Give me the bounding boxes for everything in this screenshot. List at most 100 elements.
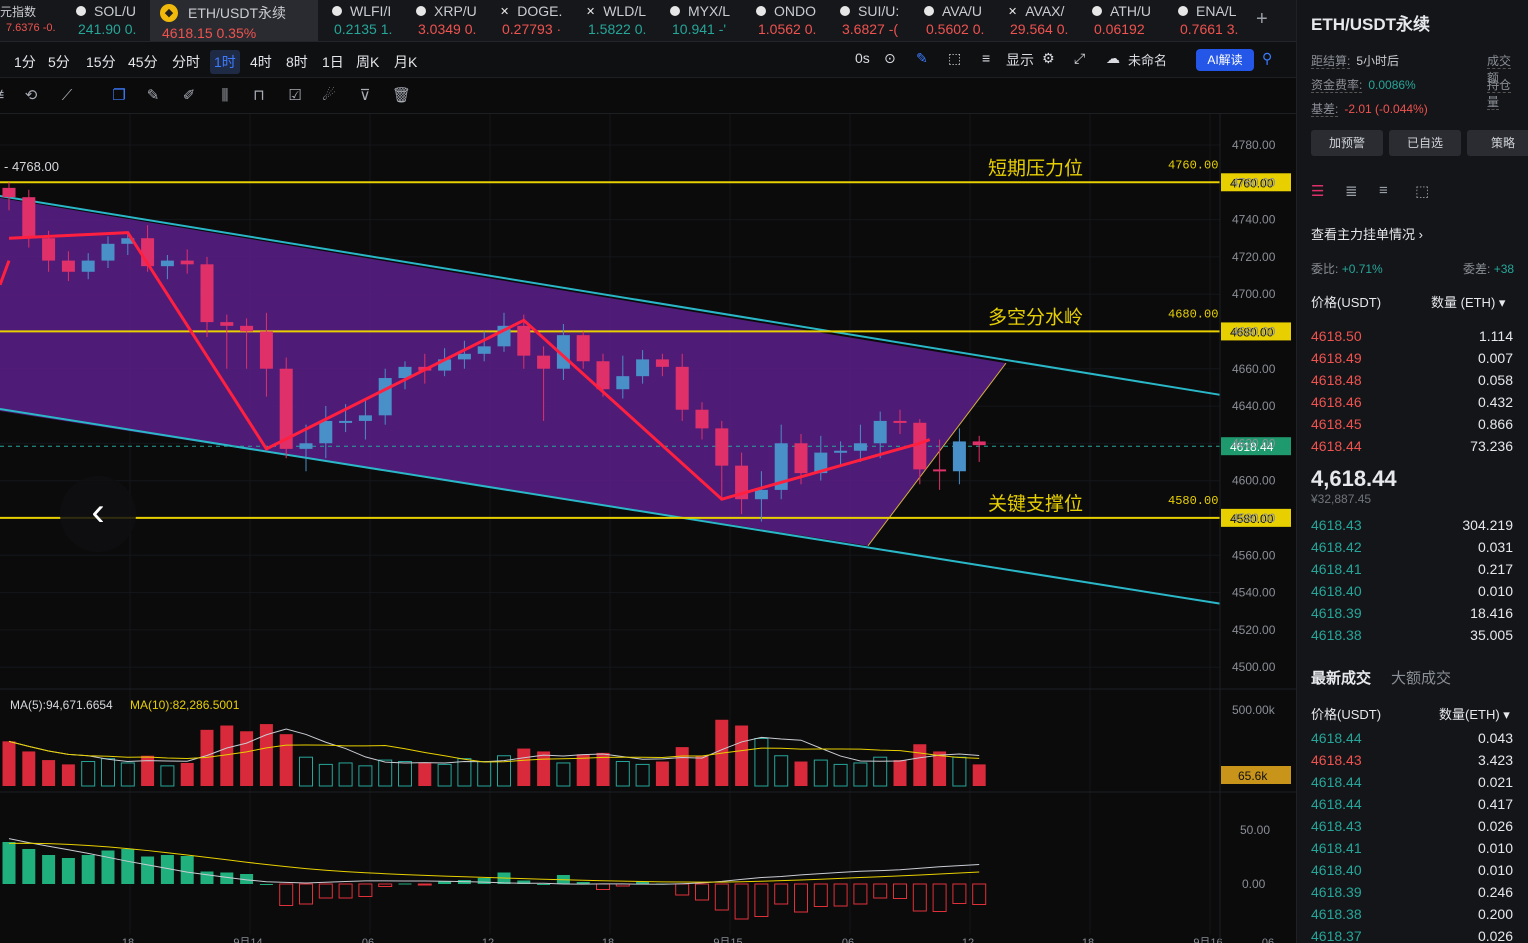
- col-qty-header[interactable]: 数量 (ETH) ▾: [1431, 295, 1506, 310]
- pattern-icon[interactable]: ≢: [0, 87, 11, 104]
- row-price: 4618.43: [1311, 517, 1362, 533]
- funding-label: 资金费率:: [1311, 78, 1363, 93]
- settings-icon[interactable]: ⚙: [1042, 50, 1055, 66]
- timeframe-10[interactable]: 月K: [394, 54, 418, 70]
- book-asks-icon[interactable]: ≡: [1379, 182, 1388, 199]
- candle-body: [952, 441, 966, 472]
- timeframe-8[interactable]: 1日: [322, 54, 344, 70]
- ticker-item[interactable]: SUI/U: 3.6827 -(: [830, 0, 910, 41]
- chart-canvas[interactable]: 短期压力位 4760.00 4760.00 多空分水岭 4680.00 4680.00 关键…: [0, 114, 1296, 943]
- ask-row[interactable]: 4618.50 1.114: [1311, 325, 1521, 347]
- ticker-item[interactable]: SOL/U 241.90 0.: [66, 0, 146, 41]
- trade-row[interactable]: 4618.40 0.010: [1311, 859, 1521, 881]
- ruler-icon[interactable]: ✎: [146, 87, 160, 104]
- ticker-item[interactable]: XRP/U 3.0349 0.: [406, 0, 486, 41]
- price-tick: 4620.00: [1232, 436, 1276, 450]
- trade-qty-header[interactable]: 数量(ETH) ▾: [1439, 707, 1510, 722]
- ask-row[interactable]: 4618.49 0.007: [1311, 347, 1521, 369]
- template-icon[interactable]: ☑: [288, 87, 302, 104]
- ticker-price: 7.6376 -0.: [6, 22, 56, 34]
- ticker-item[interactable]: ENA/L 0.7661 3.: [1168, 0, 1252, 41]
- ask-row[interactable]: 4618.44 73.236: [1311, 435, 1521, 457]
- layout-name[interactable]: 未命名: [1128, 53, 1168, 68]
- ticker-item[interactable]: ONDO 1.0562 0.: [746, 0, 826, 41]
- lock-icon[interactable]: ⊓: [253, 87, 265, 104]
- ticker-item[interactable]: ATH/U 0.06192: [1082, 0, 1164, 41]
- bid-row[interactable]: 4618.42 0.031: [1311, 536, 1521, 558]
- magnet-icon[interactable]: ⟲: [24, 87, 38, 104]
- trade-row[interactable]: 4618.43 0.026: [1311, 815, 1521, 837]
- timeframe-5[interactable]: 1时: [210, 50, 240, 74]
- bid-row[interactable]: 4618.41 0.217: [1311, 558, 1521, 580]
- trade-row[interactable]: 4618.38 0.200: [1311, 903, 1521, 925]
- trash-icon[interactable]: 🗑: [392, 87, 412, 104]
- ticker-price: 241.90 0.: [78, 21, 137, 37]
- alert-button[interactable]: 加预警: [1311, 130, 1383, 156]
- main-orders-link[interactable]: 查看主力挂单情况 ›: [1311, 227, 1423, 242]
- diff-label: 委差:: [1463, 262, 1491, 276]
- ticker-item[interactable]: AVA/U 0.5602 0.: [914, 0, 994, 41]
- timeframe-2[interactable]: 15分: [86, 54, 116, 70]
- indicator-icon[interactable]: ⫼: [221, 87, 229, 104]
- share-icon[interactable]: ⚲: [1262, 50, 1273, 66]
- trend-tool-icon[interactable]: ⟋: [61, 87, 73, 104]
- kline-chart[interactable]: 短期压力位 4760.00 4760.00 多空分水岭 4680.00 4680.00 关键…: [0, 114, 1462, 943]
- filter-icon[interactable]: ⊽: [359, 87, 371, 104]
- ai-button[interactable]: AI解读: [1196, 49, 1254, 71]
- macd-bar: [952, 883, 967, 904]
- ticker-item[interactable]: ✕ AVAX/29.564 0.: [998, 0, 1078, 41]
- ticker-item[interactable]: MYX/L 10.941 -': [660, 0, 742, 41]
- bid-row[interactable]: 4618.39 18.416: [1311, 602, 1521, 624]
- trade-row[interactable]: 4618.37 0.026: [1311, 925, 1521, 943]
- trade-row[interactable]: 4618.43 3.423: [1311, 749, 1521, 771]
- camera-icon[interactable]: ⊙: [884, 50, 896, 66]
- copy-icon[interactable]: ❐: [112, 87, 126, 104]
- timeframe-1[interactable]: 5分: [48, 54, 70, 70]
- magic-icon[interactable]: ☄: [322, 87, 336, 104]
- ticker-item[interactable]: ✕ DOGE. 0.27793 ·: [490, 0, 572, 41]
- book-depth-icon[interactable]: ⬚: [1415, 183, 1430, 200]
- pencil-icon[interactable]: ✎: [916, 50, 928, 66]
- close-icon[interactable]: ✕: [586, 5, 596, 18]
- tab-latest-trades[interactable]: 最新成交: [1311, 670, 1372, 687]
- ask-row[interactable]: 4618.48 0.058: [1311, 369, 1521, 391]
- fullscreen-icon[interactable]: ⤢: [1074, 50, 1086, 66]
- bid-row[interactable]: 4618.40 0.010: [1311, 580, 1521, 602]
- bid-row[interactable]: 4618.43 304.219: [1311, 514, 1521, 536]
- ticker-item[interactable]: 元指数 7.6376 -0.: [0, 0, 62, 41]
- timeframe-4[interactable]: 分时: [172, 54, 200, 70]
- trade-row[interactable]: 4618.44 0.043: [1311, 727, 1521, 749]
- add-tab-icon[interactable]: +: [1256, 8, 1268, 30]
- timeframe-6[interactable]: 4时: [250, 54, 272, 70]
- prev-arrow-icon[interactable]: ‹: [60, 476, 136, 552]
- ask-row[interactable]: 4618.45 0.866: [1311, 413, 1521, 435]
- brush-icon[interactable]: ✐: [182, 87, 196, 104]
- menu-icon[interactable]: ≡: [982, 50, 991, 66]
- trade-row[interactable]: 4618.41 0.010: [1311, 837, 1521, 859]
- book-both-icon[interactable]: ☰: [1311, 183, 1325, 200]
- strategy-button[interactable]: 策略: [1467, 130, 1528, 156]
- row-qty: 0.026: [1477, 818, 1513, 834]
- close-icon[interactable]: ✕: [1008, 5, 1018, 18]
- tab-large-trades[interactable]: 大额成交: [1391, 670, 1452, 687]
- timeframe-0[interactable]: 1分: [14, 54, 36, 70]
- ticker-item[interactable]: ◆ ETH/USDT永续 4618.15 0.35%: [150, 0, 318, 41]
- timeframe-7[interactable]: 8时: [286, 54, 308, 70]
- display-button[interactable]: 显示: [1006, 52, 1034, 68]
- trade-row[interactable]: 4618.44 0.021: [1311, 771, 1521, 793]
- watchlist-button[interactable]: 已自选: [1389, 130, 1461, 156]
- ticker-item[interactable]: ✕ WLD/L 1.5822 0.: [576, 0, 656, 41]
- cloud-icon[interactable]: ☁: [1106, 50, 1120, 66]
- volume-bar: [615, 761, 630, 787]
- trade-row[interactable]: 4618.44 0.417: [1311, 793, 1521, 815]
- close-icon[interactable]: ✕: [500, 5, 510, 18]
- level-tag: [1221, 508, 1291, 527]
- trade-row[interactable]: 4618.39 0.246: [1311, 881, 1521, 903]
- book-bids-icon[interactable]: ≣: [1345, 183, 1358, 200]
- bid-row[interactable]: 4618.38 35.005: [1311, 624, 1521, 646]
- ticker-item[interactable]: WLFI/I 0.2135 1.: [322, 0, 402, 41]
- ask-row[interactable]: 4618.46 0.432: [1311, 391, 1521, 413]
- timeframe-9[interactable]: 周K: [356, 54, 380, 70]
- select-icon[interactable]: ⬚: [948, 50, 962, 66]
- timeframe-3[interactable]: 45分: [128, 54, 158, 70]
